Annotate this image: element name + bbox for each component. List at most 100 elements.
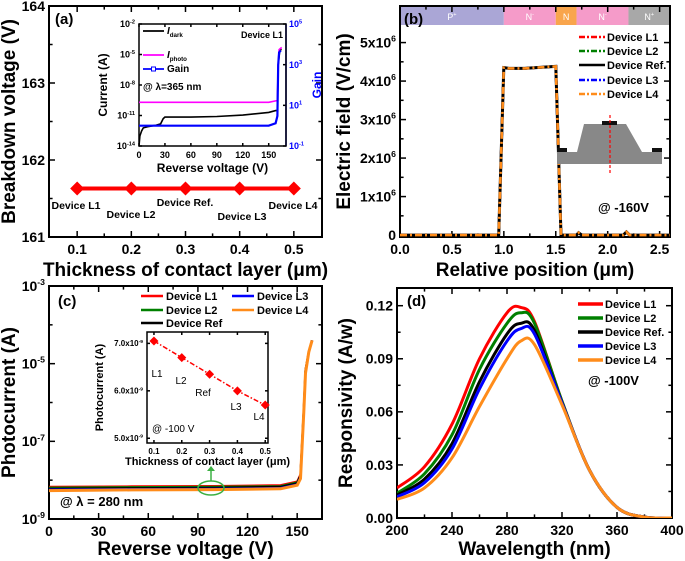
label-base: 1x10: [360, 188, 391, 204]
y-tick-label: 6.0x10-9: [114, 386, 143, 395]
x-tick-label: 0.0: [390, 241, 410, 257]
label-superscript: -9: [139, 386, 144, 392]
x-tick-label: 120: [236, 523, 260, 539]
x-tick-label: 0.4: [232, 447, 244, 456]
legend-label: Iphoto: [167, 50, 187, 63]
x-tick-label: 150: [261, 150, 276, 160]
y-axis-title: Breakdown voltage (V): [0, 19, 20, 224]
side-contact-left: [557, 148, 567, 152]
inset-point: [260, 400, 270, 410]
label-superscript: -2: [130, 19, 135, 25]
inset-point: [205, 369, 215, 379]
y-tick-label: 0.06: [366, 404, 393, 420]
label-superscript: -: [605, 12, 607, 18]
layer-band: [576, 6, 629, 25]
y-tick-label: 10-5: [120, 50, 135, 60]
y-axis-title: Electric field (V/cm): [334, 33, 355, 209]
y-tick-label: 10-14: [117, 141, 136, 151]
y2-tick-label: 103: [289, 60, 302, 70]
label-base: 10: [117, 111, 127, 121]
panel-label: (a): [55, 11, 73, 28]
y-tick-label: 161: [22, 229, 46, 245]
label-base: N: [563, 12, 570, 22]
device-label: L4: [253, 412, 265, 423]
y2-axis-title: Gain: [310, 72, 324, 99]
layer-band: [400, 6, 504, 25]
panel-label: (c): [58, 293, 76, 310]
device-label: Device L4: [268, 200, 317, 212]
device-label: Device L2: [106, 209, 155, 221]
y2-tick-label: 105: [289, 19, 302, 29]
label-base: N: [526, 12, 533, 22]
inset-annotation: Device L1: [241, 30, 283, 40]
x-tick-label: 1.0: [494, 241, 514, 257]
panel-label: (d): [407, 293, 426, 310]
label-base: 10: [22, 278, 38, 294]
y-tick-label: 162: [22, 152, 46, 168]
legend-label: Device Ref: [166, 318, 223, 330]
device-label: Device L3: [217, 211, 266, 223]
inset-series-2: [139, 49, 282, 127]
label-base: 3x10: [360, 111, 391, 127]
plot-frame: [48, 5, 323, 238]
x-tick-label: 90: [190, 523, 206, 539]
label-base: 10: [22, 511, 38, 527]
legend-label: Device L1: [607, 32, 658, 44]
layer-label: P+: [447, 12, 456, 22]
legend-label: Device L3: [257, 291, 308, 303]
legend-label: Device L1: [605, 299, 656, 311]
x-tick-label: 0.3: [204, 447, 216, 456]
label-superscript: -14: [127, 141, 136, 147]
inset-background: [147, 332, 268, 443]
breakdown-point: [124, 181, 139, 196]
x-tick-label: 0.1: [148, 447, 160, 456]
legend-label: Device Ref.: [607, 60, 666, 72]
y-tick-label: 164: [22, 0, 46, 14]
inset-point: [232, 386, 242, 396]
legend-marker: [151, 66, 156, 72]
label-base: 4x10: [360, 73, 391, 89]
x-axis-title: Wavelength (nm): [458, 539, 610, 560]
side-contact-right: [652, 148, 662, 152]
label-base: 10: [120, 50, 130, 60]
label-superscript: -5: [130, 50, 135, 56]
label-superscript: 6: [391, 72, 396, 82]
label-superscript: -5: [37, 355, 45, 365]
layer-band: [503, 6, 556, 25]
x-tick-label: 280: [495, 522, 519, 538]
y-axis-title: Photocurrent (A): [94, 343, 106, 431]
breakdown-point: [178, 181, 193, 196]
x-tick-label: 90: [212, 150, 222, 160]
legend-label: Device L2: [166, 305, 217, 317]
label-base: 10: [289, 60, 299, 70]
label-superscript: +: [453, 12, 456, 18]
label-base: N: [644, 12, 651, 22]
y-tick-label: 10-8: [120, 80, 135, 90]
x-tick-label: 0.4: [230, 241, 250, 257]
inset-a-series: [139, 46, 283, 146]
label-base: N: [598, 12, 605, 22]
y-tick-label: 5x106: [360, 34, 396, 51]
label-superscript: -9: [139, 339, 144, 345]
label-superscript: 6: [391, 149, 396, 159]
label-subscript: photo: [170, 56, 187, 63]
label-base: 6.0x10: [114, 387, 139, 396]
bias-annotation: @ -160V: [598, 200, 649, 215]
x-tick-label: 2.0: [598, 241, 618, 257]
legend-label: Idark: [167, 26, 183, 39]
label-base: 10: [22, 356, 38, 372]
panel-a: 0.1 0.2 0.3 0.4 0.5 161 162 163 164 Thickness of …: [0, 0, 328, 281]
y-axis-title: Responsivity (A/w): [336, 318, 357, 488]
x-tick-label: 120: [235, 150, 250, 160]
label-superscript: -11: [127, 111, 135, 117]
label-base: 10: [120, 19, 130, 29]
y2-tick-label: 10-1: [289, 141, 304, 151]
x-axis-title: Reverse voltage (V): [157, 161, 268, 175]
panel-d: 200 240 280 320 360 400 0.00 0.03 0.06 0.09 0.12 Wa…: [336, 287, 684, 560]
mesa-structure-diagram: [557, 115, 662, 173]
label-superscript: -3: [37, 277, 45, 287]
plot-frame: [138, 23, 287, 147]
label-base: 7.0x10: [114, 339, 139, 348]
